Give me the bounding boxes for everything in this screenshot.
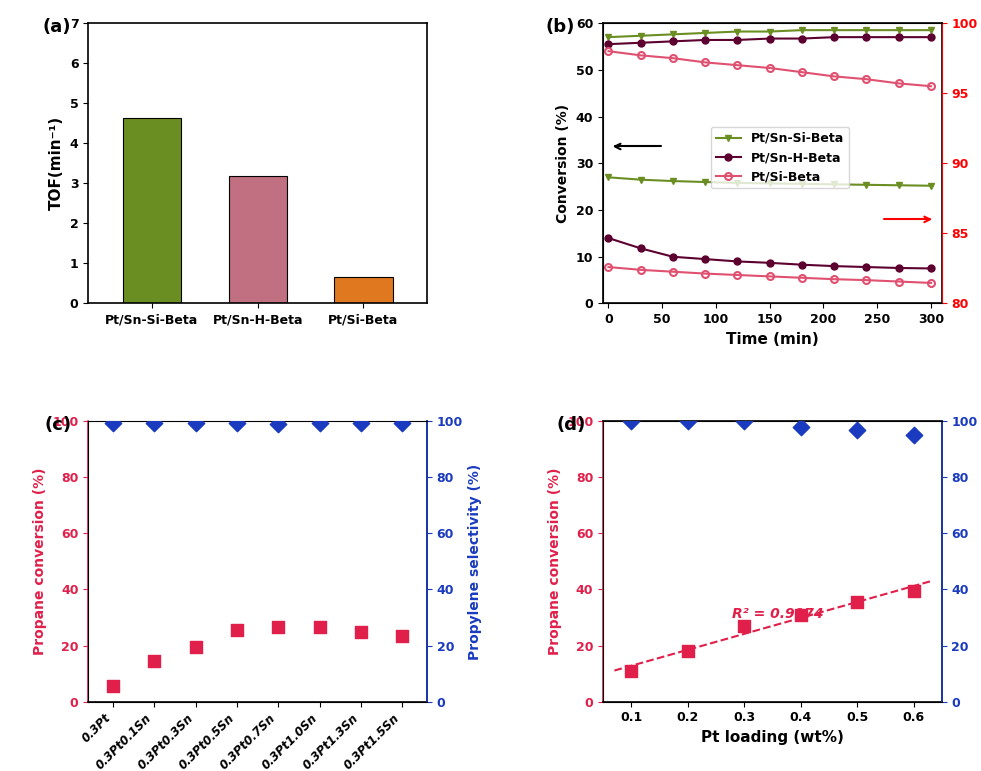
Pt/Sn-Si-Beta <box>860 180 872 190</box>
Point <box>737 415 752 427</box>
Pt/Sn-H-Beta <box>635 244 646 253</box>
Pt/Sn-Si-Beta <box>764 179 776 188</box>
Point <box>737 620 752 632</box>
Point <box>905 429 921 442</box>
Point <box>271 621 286 634</box>
Point <box>105 416 121 429</box>
Pt/Si-Beta <box>925 278 937 288</box>
Point <box>230 416 245 429</box>
Point <box>905 584 921 597</box>
Text: (a): (a) <box>43 18 72 35</box>
Pt/Sn-Si-Beta <box>893 180 904 190</box>
Point <box>146 416 162 429</box>
Legend: Pt/Sn-Si-Beta, Pt/Sn-H-Beta, Pt/Si-Beta: Pt/Sn-Si-Beta, Pt/Sn-H-Beta, Pt/Si-Beta <box>711 127 850 188</box>
Pt/Sn-Si-Beta <box>797 179 808 188</box>
Pt/Sn-Si-Beta <box>635 175 646 184</box>
Pt/Sn-Si-Beta <box>667 177 679 186</box>
Point <box>312 416 328 429</box>
Point <box>146 655 162 667</box>
Point <box>624 415 640 427</box>
Y-axis label: Propylene selectivity (%): Propylene selectivity (%) <box>469 463 483 659</box>
Pt/Si-Beta <box>797 273 808 282</box>
Point <box>394 416 410 429</box>
Point <box>230 624 245 636</box>
Pt/Sn-H-Beta <box>699 254 711 264</box>
Pt/Sn-Si-Beta <box>699 177 711 187</box>
Bar <box>123 119 181 304</box>
Point <box>312 621 328 634</box>
Pt/Si-Beta <box>828 274 840 284</box>
Line: Pt/Si-Beta: Pt/Si-Beta <box>605 264 935 286</box>
Point <box>680 415 696 427</box>
Pt/Sn-Si-Beta <box>732 178 744 187</box>
Pt/Sn-H-Beta <box>828 261 840 271</box>
Pt/Sn-H-Beta <box>764 258 776 268</box>
Point <box>850 596 865 608</box>
Pt/Si-Beta <box>602 262 614 271</box>
X-axis label: Time (min): Time (min) <box>726 332 819 347</box>
Point <box>793 608 808 621</box>
Point <box>187 416 203 429</box>
Pt/Sn-H-Beta <box>925 264 937 273</box>
Point <box>793 421 808 433</box>
Text: R² = 0.9974: R² = 0.9974 <box>732 607 823 621</box>
Pt/Si-Beta <box>860 275 872 284</box>
Pt/Si-Beta <box>667 267 679 276</box>
Text: (b): (b) <box>545 18 575 35</box>
Bar <box>229 176 286 304</box>
Point <box>105 680 121 692</box>
Pt/Si-Beta <box>635 265 646 274</box>
Y-axis label: Propane conversion (%): Propane conversion (%) <box>32 468 47 655</box>
Pt/Si-Beta <box>764 271 776 281</box>
Line: Pt/Sn-Si-Beta: Pt/Sn-Si-Beta <box>605 173 935 189</box>
Pt/Si-Beta <box>732 271 744 280</box>
Y-axis label: Conversion (%): Conversion (%) <box>556 104 570 223</box>
Pt/Si-Beta <box>893 277 904 286</box>
Pt/Sn-H-Beta <box>860 262 872 271</box>
Point <box>680 645 696 658</box>
Point <box>850 423 865 436</box>
Pt/Sn-Si-Beta <box>602 173 614 182</box>
Pt/Sn-H-Beta <box>732 257 744 266</box>
Y-axis label: Propane conversion (%): Propane conversion (%) <box>547 468 561 655</box>
Pt/Sn-H-Beta <box>667 252 679 261</box>
Line: Pt/Sn-H-Beta: Pt/Sn-H-Beta <box>605 234 935 272</box>
Text: (c): (c) <box>44 416 72 433</box>
Pt/Si-Beta <box>699 269 711 278</box>
Point <box>271 418 286 430</box>
Pt/Sn-H-Beta <box>797 260 808 269</box>
Pt/Sn-H-Beta <box>602 234 614 243</box>
Bar <box>335 278 392 304</box>
Pt/Sn-Si-Beta <box>828 180 840 189</box>
Y-axis label: TOF(min⁻¹): TOF(min⁻¹) <box>49 116 65 210</box>
Point <box>353 416 369 429</box>
Pt/Sn-H-Beta <box>893 264 904 273</box>
X-axis label: Pt loading (wt%): Pt loading (wt%) <box>701 730 844 745</box>
Pt/Sn-Si-Beta <box>925 181 937 190</box>
Text: (d): (d) <box>557 416 586 433</box>
Point <box>353 625 369 638</box>
Point <box>624 665 640 677</box>
Point <box>187 641 203 653</box>
Point <box>394 630 410 642</box>
